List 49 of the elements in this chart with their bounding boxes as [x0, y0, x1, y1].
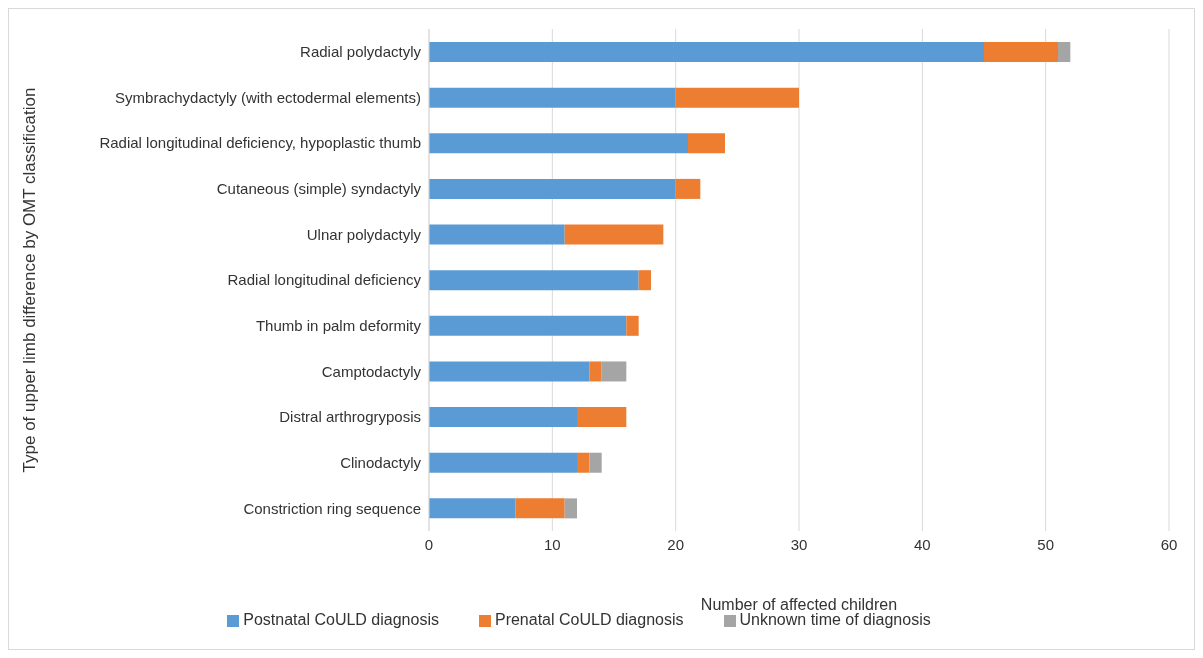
bar — [429, 224, 565, 245]
bar — [601, 361, 627, 382]
legend-label: Prenatal CoULD diagnosis — [494, 611, 684, 628]
bar — [688, 133, 725, 154]
bar — [626, 315, 639, 336]
legend-label: Unknown time of diagnosis — [739, 611, 931, 628]
x-tick-label: 30 — [790, 535, 808, 553]
x-tick-label: 20 — [667, 535, 685, 553]
x-axis-title: Number of affected children — [700, 596, 898, 614]
bar — [589, 452, 602, 473]
bar — [429, 42, 984, 62]
y-tick-label: Camptodactyly — [321, 362, 422, 380]
x-tick-label: 50 — [1037, 535, 1055, 553]
bar — [564, 224, 664, 245]
bar — [429, 407, 577, 428]
y-tick-label: Clinodactyly — [340, 453, 422, 471]
bar — [577, 452, 590, 473]
bar — [429, 87, 676, 108]
y-tick-label: Radial longitudinal deficiency, hypoplastic thumb — [99, 134, 421, 152]
y-axis-title: Type of upper limb difference by OMT classification — [20, 87, 40, 473]
y-tick-label: Constriction ring sequence — [243, 499, 421, 517]
y-tick-label: Ulnar polydactyly — [306, 225, 422, 243]
x-tick-label: 0 — [424, 535, 434, 553]
bar — [638, 270, 651, 291]
bar — [564, 498, 577, 519]
y-tick-label: Radial longitudinal deficiency — [227, 271, 422, 289]
bar — [429, 178, 676, 199]
bar — [429, 361, 590, 382]
x-tick-label: 40 — [913, 535, 931, 553]
y-tick-label: Symbrachydactyly (with ectodermal elements) — [115, 88, 421, 106]
bar — [1058, 42, 1071, 62]
y-tick-label: Cutaneous (simple) syndactyly — [216, 180, 422, 198]
y-tick-label: Distral arthrogryposis — [279, 408, 421, 426]
bar — [515, 498, 565, 519]
bar — [577, 407, 627, 428]
x-tick-label: 60 — [1160, 535, 1178, 553]
x-tick-label: 10 — [543, 535, 561, 553]
bar — [984, 42, 1058, 62]
bar — [429, 270, 639, 291]
bar — [429, 498, 516, 519]
bar — [429, 452, 577, 473]
legend-label: Postnatal CoULD diagnosis — [243, 611, 439, 628]
bar — [675, 178, 701, 199]
bar — [675, 87, 799, 108]
bar — [429, 315, 627, 336]
y-tick-label: Radial polydactyly — [300, 43, 422, 61]
bar — [589, 361, 602, 382]
y-tick-label: Thumb in palm deformity — [255, 316, 422, 334]
bar — [429, 133, 688, 154]
